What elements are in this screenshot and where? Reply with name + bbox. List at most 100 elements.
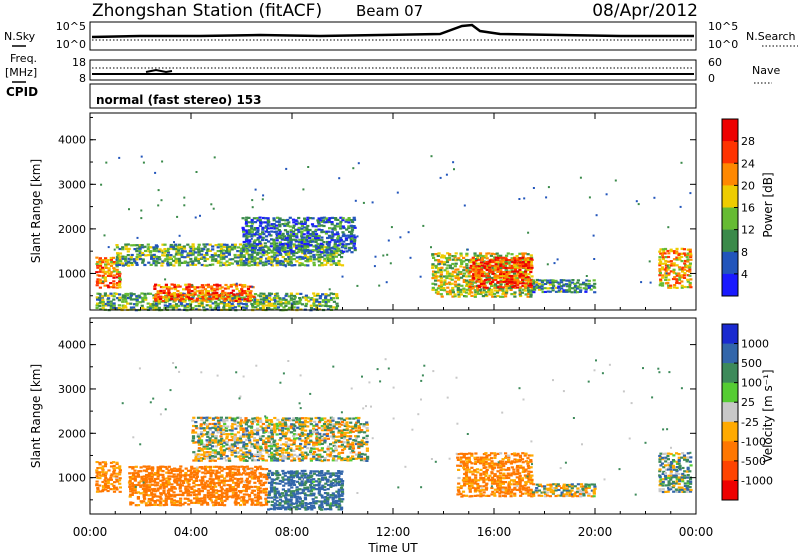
power-cell <box>327 294 331 297</box>
velocity-cell <box>98 463 102 466</box>
power-cell <box>556 286 561 289</box>
velocity-cell <box>239 454 243 458</box>
velocity-cell <box>273 431 277 434</box>
power-cell <box>513 284 517 287</box>
velocity-cell <box>193 497 197 500</box>
velocity-cell <box>227 447 231 450</box>
velocity-cell <box>197 470 201 473</box>
velocity-cell <box>250 477 254 480</box>
velocity-cell <box>169 468 174 471</box>
velocity-cell <box>233 419 237 422</box>
power-cell <box>141 258 145 261</box>
velocity-cell <box>309 470 313 473</box>
power-cell <box>686 266 690 269</box>
velocity-cell <box>244 447 248 450</box>
power-cell <box>353 236 357 239</box>
power-cell <box>664 259 668 263</box>
power-cell <box>436 271 440 274</box>
power-scatter-cell <box>178 234 181 237</box>
velocity-cell <box>241 447 245 450</box>
power-cell <box>681 270 685 273</box>
velocity-cell <box>228 467 232 470</box>
power-scatter-cell <box>157 189 160 192</box>
power-cell <box>276 303 280 306</box>
velocity-cell <box>194 459 198 462</box>
power-cell <box>504 262 508 265</box>
velocity-cell <box>191 419 195 422</box>
power-cell <box>251 304 255 307</box>
velocity-cell <box>346 441 350 444</box>
velocity-cell <box>217 484 221 487</box>
power-cell <box>219 258 223 261</box>
power-cell <box>242 296 246 299</box>
power-cell <box>482 272 486 275</box>
power-cell <box>208 304 212 307</box>
power-cell <box>112 286 116 289</box>
power-cell <box>300 246 304 249</box>
power-cell <box>224 283 228 287</box>
power-cell <box>279 263 283 266</box>
velocity-cell <box>337 440 342 443</box>
power-cell <box>113 268 117 271</box>
velocity-cell <box>273 506 277 509</box>
velocity-cell <box>197 443 201 446</box>
power-cell <box>228 248 232 251</box>
power-cell <box>347 221 351 224</box>
power-cell <box>177 249 181 252</box>
velocity-cell <box>228 485 232 489</box>
power-cell <box>124 259 128 262</box>
power-cell <box>486 262 490 265</box>
power-cell <box>541 291 545 294</box>
power-cell <box>286 224 290 227</box>
power-cell <box>328 257 332 261</box>
velocity-cell <box>172 499 176 502</box>
velocity-cell <box>298 423 302 426</box>
velocity-cell <box>335 427 339 430</box>
velocity-cell <box>279 455 283 458</box>
power-cell <box>293 264 297 267</box>
velocity-cell <box>259 490 263 493</box>
power-cell <box>306 230 310 233</box>
velocity-cell <box>206 483 211 486</box>
power-scatter-cell <box>235 282 238 285</box>
power-cell <box>306 260 310 263</box>
velocity-cell <box>270 451 274 454</box>
power-cell <box>101 261 105 264</box>
velocity-cell <box>95 475 99 478</box>
power-cell <box>671 277 675 281</box>
velocity-cell <box>245 477 249 480</box>
velocity-cell <box>287 506 291 509</box>
power-cell <box>340 246 344 249</box>
power-cell <box>312 258 316 261</box>
velocity-cell <box>233 451 237 454</box>
power-cell <box>436 279 441 282</box>
power-cell <box>273 305 277 308</box>
velocity-cell <box>192 480 196 483</box>
power-cell <box>494 256 498 259</box>
power-cell <box>189 254 193 257</box>
power-cell <box>275 254 279 257</box>
velocity-cell <box>96 488 100 491</box>
power-cell <box>479 277 483 280</box>
velocity-cell <box>261 449 265 452</box>
power-cell <box>312 292 316 295</box>
power-cell <box>576 287 580 290</box>
velocity-cell <box>234 473 238 476</box>
power-scatter-cell <box>466 248 469 251</box>
velocity-cell <box>222 420 226 423</box>
power-cell <box>262 221 266 224</box>
power-cell <box>434 283 438 286</box>
power-cell <box>157 306 161 309</box>
power-cell <box>520 291 524 294</box>
power-cell <box>261 254 265 257</box>
power-cell <box>231 258 235 261</box>
velocity-cell <box>295 445 299 448</box>
velocity-cell <box>362 436 366 439</box>
power-cell <box>319 246 323 249</box>
power-cell <box>320 262 324 265</box>
power-scatter-cell <box>374 255 377 258</box>
velocity-cell <box>178 501 182 504</box>
velocity-cell <box>205 433 209 436</box>
velocity-cell <box>266 496 270 499</box>
power-cell <box>207 293 211 296</box>
